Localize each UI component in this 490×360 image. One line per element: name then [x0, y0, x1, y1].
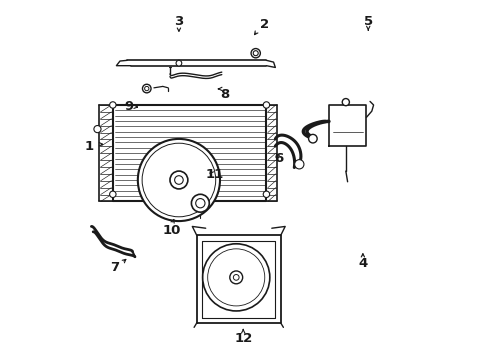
Circle shape — [203, 244, 270, 311]
Circle shape — [145, 86, 149, 91]
Text: 3: 3 — [174, 14, 184, 27]
Text: 4: 4 — [358, 257, 368, 270]
Circle shape — [263, 102, 270, 108]
Circle shape — [251, 49, 260, 58]
Circle shape — [170, 171, 188, 189]
Circle shape — [138, 139, 220, 221]
Circle shape — [143, 84, 151, 93]
Text: 11: 11 — [205, 168, 224, 181]
Text: 10: 10 — [163, 224, 181, 237]
Text: 7: 7 — [110, 261, 119, 274]
Text: 9: 9 — [124, 100, 133, 113]
Circle shape — [342, 99, 349, 106]
Text: 1: 1 — [85, 140, 94, 153]
Text: 12: 12 — [234, 333, 252, 346]
Text: 5: 5 — [364, 14, 373, 27]
Text: 8: 8 — [220, 88, 230, 101]
Text: 6: 6 — [274, 152, 284, 165]
Circle shape — [294, 159, 304, 169]
Circle shape — [196, 199, 205, 208]
Text: 2: 2 — [260, 18, 269, 31]
Circle shape — [233, 275, 239, 280]
Circle shape — [94, 126, 101, 133]
Circle shape — [192, 194, 209, 212]
Circle shape — [174, 176, 183, 184]
Circle shape — [176, 60, 182, 66]
Circle shape — [309, 134, 317, 143]
Circle shape — [230, 271, 243, 284]
Circle shape — [263, 191, 270, 198]
Circle shape — [110, 102, 116, 108]
Circle shape — [253, 51, 258, 56]
Circle shape — [110, 191, 116, 198]
